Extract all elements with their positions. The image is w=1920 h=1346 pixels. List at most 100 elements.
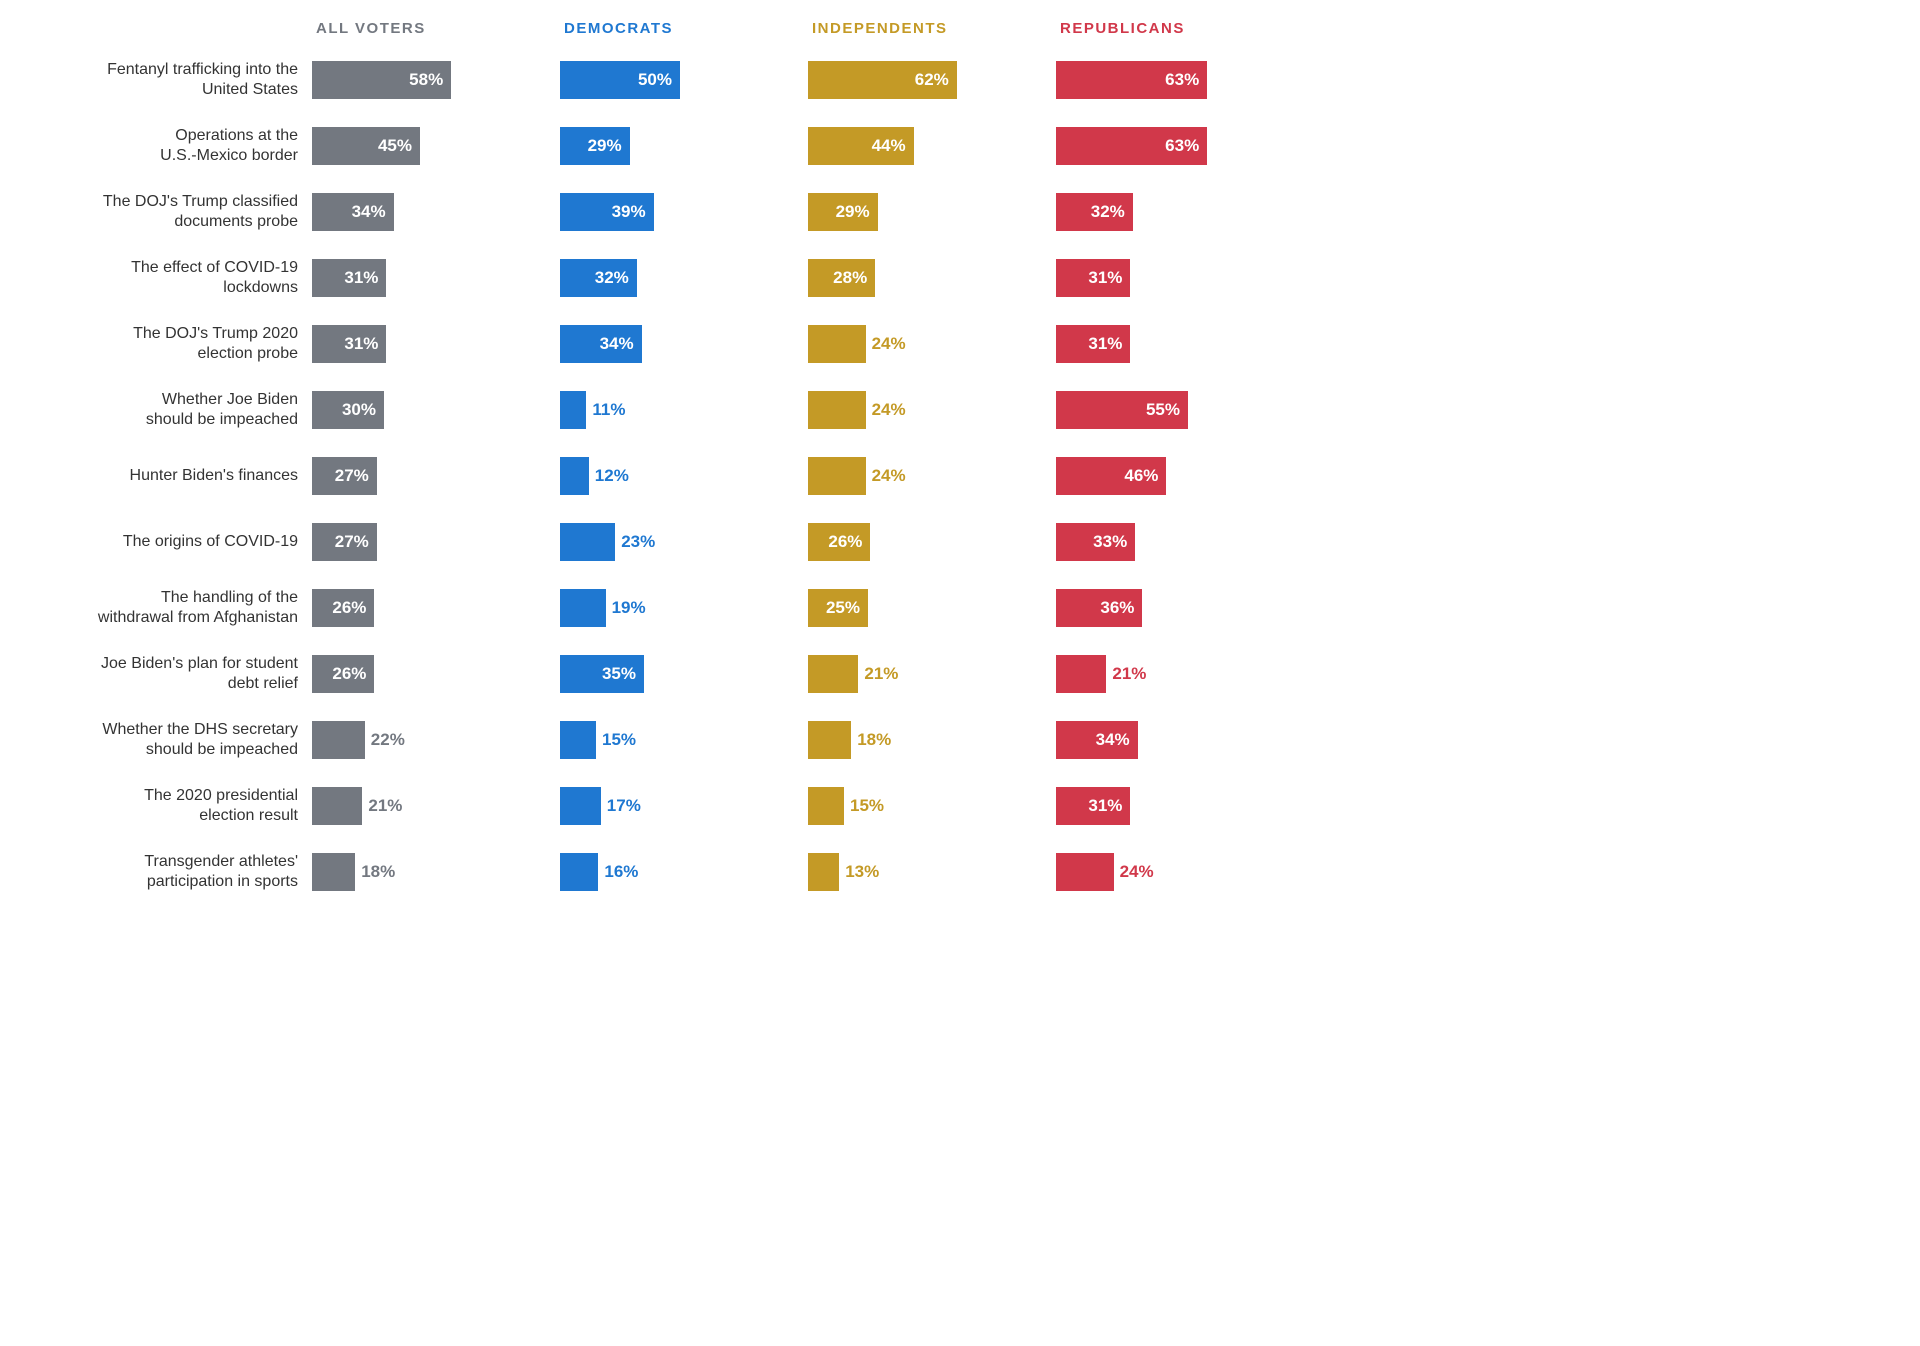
bar-ind: 18% xyxy=(808,721,851,759)
bar-rep: 24% xyxy=(1056,853,1114,891)
bar-ind: 24% xyxy=(808,457,866,495)
row-label: The 2020 presidentialelection result xyxy=(30,786,312,826)
bar-value-label: 34% xyxy=(1096,730,1130,750)
bar-cell-rep: 55% xyxy=(1056,391,1304,429)
bar-ind: 25% xyxy=(808,589,868,627)
bar-value-label: 31% xyxy=(1088,334,1122,354)
bar-value-label: 58% xyxy=(409,70,443,90)
bar-dem: 17% xyxy=(560,787,601,825)
table-row: The 2020 presidentialelection result 21% 1… xyxy=(30,773,1310,839)
bar-rep: 31% xyxy=(1056,787,1130,825)
bar-value-label: 23% xyxy=(621,532,655,552)
bar-value-label: 44% xyxy=(872,136,906,156)
bar-dem: 34% xyxy=(560,325,642,363)
bar-cell-all: 27% xyxy=(312,523,560,561)
table-row: The handling of thewithdrawal from Afgha… xyxy=(30,575,1310,641)
bar-dem: 11% xyxy=(560,391,586,429)
bar-all: 31% xyxy=(312,259,386,297)
bar-value-label: 34% xyxy=(352,202,386,222)
column-header-ind: INDEPENDENTS xyxy=(808,20,1056,37)
bar-ind: 24% xyxy=(808,391,866,429)
bar-cell-rep: 31% xyxy=(1056,259,1304,297)
row-label: The DOJ's Trump classifieddocuments prob… xyxy=(30,192,312,232)
bar-dem: 16% xyxy=(560,853,598,891)
table-row: The effect of COVID-19lockdowns31%32%28%… xyxy=(30,245,1310,311)
bar-all: 31% xyxy=(312,325,386,363)
bar-cell-ind: 24% xyxy=(808,391,1056,429)
bar-cell-ind: 28% xyxy=(808,259,1056,297)
bar-value-label: 18% xyxy=(361,862,395,882)
bar-cell-all: 26% xyxy=(312,655,560,693)
bar-cell-all: 27% xyxy=(312,457,560,495)
bar-cell-rep: 24% xyxy=(1056,853,1304,891)
table-row: The origins of COVID-1927%23%26%33% xyxy=(30,509,1310,575)
bar-cell-ind: 21% xyxy=(808,655,1056,693)
bar-rep: 36% xyxy=(1056,589,1142,627)
bar-value-label: 24% xyxy=(1120,862,1154,882)
bar-value-label: 32% xyxy=(1091,202,1125,222)
bar-value-label: 62% xyxy=(915,70,949,90)
bar-ind: 13% xyxy=(808,853,839,891)
bar-value-label: 17% xyxy=(607,796,641,816)
bar-all: 27% xyxy=(312,457,377,495)
table-row: Joe Biden's plan for studentdebt relief2… xyxy=(30,641,1310,707)
bar-value-label: 32% xyxy=(595,268,629,288)
column-header-rep: REPUBLICANS xyxy=(1056,20,1304,37)
bar-value-label: 26% xyxy=(332,598,366,618)
bar-all: 34% xyxy=(312,193,394,231)
bar-cell-rep: 36% xyxy=(1056,589,1304,627)
bar-value-label: 31% xyxy=(344,334,378,354)
bar-all: 26% xyxy=(312,655,374,693)
bar-dem: 39% xyxy=(560,193,654,231)
table-row: Whether Joe Bidenshould be impeached30%1… xyxy=(30,377,1310,443)
bar-cell-ind: 62% xyxy=(808,61,1056,99)
bar-rep: 55% xyxy=(1056,391,1188,429)
bar-value-label: 16% xyxy=(604,862,638,882)
bar-value-label: 21% xyxy=(864,664,898,684)
bar-dem: 35% xyxy=(560,655,644,693)
bar-value-label: 28% xyxy=(833,268,867,288)
bar-cell-ind: 24% xyxy=(808,457,1056,495)
bar-value-label: 29% xyxy=(588,136,622,156)
bar-cell-all: 26% xyxy=(312,589,560,627)
bar-cell-ind: 26% xyxy=(808,523,1056,561)
bar-dem: 23% xyxy=(560,523,615,561)
table-row: Operations at theU.S.-Mexico border 45% 29… xyxy=(30,113,1310,179)
row-label: Transgender athletes'participation in sp… xyxy=(30,852,312,892)
bar-cell-dem: 35% xyxy=(560,655,808,693)
bar-cell-dem: 16% xyxy=(560,853,808,891)
bar-all: 22% xyxy=(312,721,365,759)
row-label: Operations at theU.S.-Mexico border xyxy=(30,126,312,166)
row-label: The effect of COVID-19lockdowns xyxy=(30,258,312,298)
chart-rows: Fentanyl trafficking into theUnited Stat… xyxy=(30,47,1310,905)
bar-cell-all: 58% xyxy=(312,61,560,99)
bar-value-label: 31% xyxy=(1088,796,1122,816)
bar-cell-dem: 32% xyxy=(560,259,808,297)
bar-cell-dem: 17% xyxy=(560,787,808,825)
bar-cell-rep: 21% xyxy=(1056,655,1304,693)
bar-dem: 15% xyxy=(560,721,596,759)
bar-cell-dem: 12% xyxy=(560,457,808,495)
bar-cell-rep: 46% xyxy=(1056,457,1304,495)
row-label: Joe Biden's plan for studentdebt relief xyxy=(30,654,312,694)
bar-rep: 63% xyxy=(1056,127,1207,165)
row-label: Whether the DHS secretaryshould be impea… xyxy=(30,720,312,760)
bar-ind: 26% xyxy=(808,523,870,561)
row-label: Whether Joe Bidenshould be impeached xyxy=(30,390,312,430)
bar-value-label: 21% xyxy=(368,796,402,816)
column-header-row: ALL VOTERS DEMOCRATS INDEPENDENTS REPUBL… xyxy=(30,20,1310,37)
bar-ind: 21% xyxy=(808,655,858,693)
bar-value-label: 25% xyxy=(826,598,860,618)
bar-cell-all: 21% xyxy=(312,787,560,825)
bar-value-label: 24% xyxy=(872,400,906,420)
bar-value-label: 50% xyxy=(638,70,672,90)
bar-value-label: 45% xyxy=(378,136,412,156)
column-header-all: ALL VOTERS xyxy=(312,20,560,37)
bar-value-label: 15% xyxy=(602,730,636,750)
bar-rep: 31% xyxy=(1056,325,1130,363)
bar-all: 58% xyxy=(312,61,451,99)
bar-dem: 19% xyxy=(560,589,606,627)
bar-value-label: 19% xyxy=(612,598,646,618)
bar-ind: 24% xyxy=(808,325,866,363)
bar-cell-rep: 34% xyxy=(1056,721,1304,759)
